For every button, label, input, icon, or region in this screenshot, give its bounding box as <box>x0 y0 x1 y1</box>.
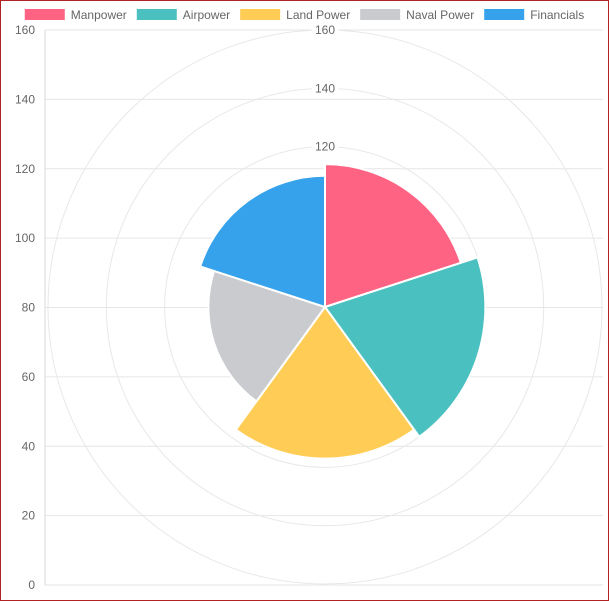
y-tick-label: 80 <box>22 301 36 315</box>
y-tick-label: 160 <box>15 23 35 37</box>
slice-naval-power[interactable] <box>207 269 327 403</box>
radial-tick-label: 140 <box>315 81 335 95</box>
legend-item-naval-power[interactable]: Naval Power <box>360 8 474 22</box>
y-tick-label: 120 <box>15 162 35 176</box>
legend-label: Naval Power <box>406 8 474 22</box>
slices <box>198 163 487 460</box>
legend-label: Airpower <box>183 8 230 22</box>
radial-tick-backdrop <box>311 139 339 153</box>
legend: Manpower Airpower Land Power Naval Power Fin… <box>24 8 584 22</box>
y-axis: 0 20 40 60 80 100 120 140 160 <box>15 23 46 592</box>
y-tick-label: 0 <box>28 578 35 592</box>
legend-swatch <box>484 9 525 20</box>
slice-airpower[interactable] <box>323 256 487 439</box>
y-tick-label: 20 <box>22 509 36 523</box>
radial-tick-backdrop <box>311 23 339 36</box>
slice-financials[interactable] <box>198 174 326 309</box>
legend-label: Manpower <box>71 8 127 22</box>
y-tick-label: 100 <box>15 231 35 245</box>
radial-tick-backdrop <box>311 81 339 95</box>
radial-tick-label: 120 <box>315 140 335 154</box>
legend-item-financials[interactable]: Financials <box>484 8 584 22</box>
legend-swatch <box>24 9 65 20</box>
y-tick-label: 40 <box>22 439 36 453</box>
legend-item-land-power[interactable]: Land Power <box>240 8 350 22</box>
legend-item-manpower[interactable]: Manpower <box>24 8 127 22</box>
radial-tick-label: 160 <box>315 23 335 37</box>
legend-item-airpower[interactable]: Airpower <box>136 8 230 22</box>
y-tick-label: 140 <box>15 92 35 106</box>
slice-manpower[interactable] <box>324 163 463 309</box>
legend-swatch <box>360 9 401 20</box>
legend-label: Land Power <box>286 8 350 22</box>
legend-swatch <box>136 9 177 20</box>
radial-ticks: 120 140 160 <box>311 23 339 154</box>
legend-swatch <box>240 9 281 20</box>
legend-label: Financials <box>530 8 584 22</box>
y-tick-label: 60 <box>22 370 36 384</box>
slice-land-power[interactable] <box>234 305 416 460</box>
